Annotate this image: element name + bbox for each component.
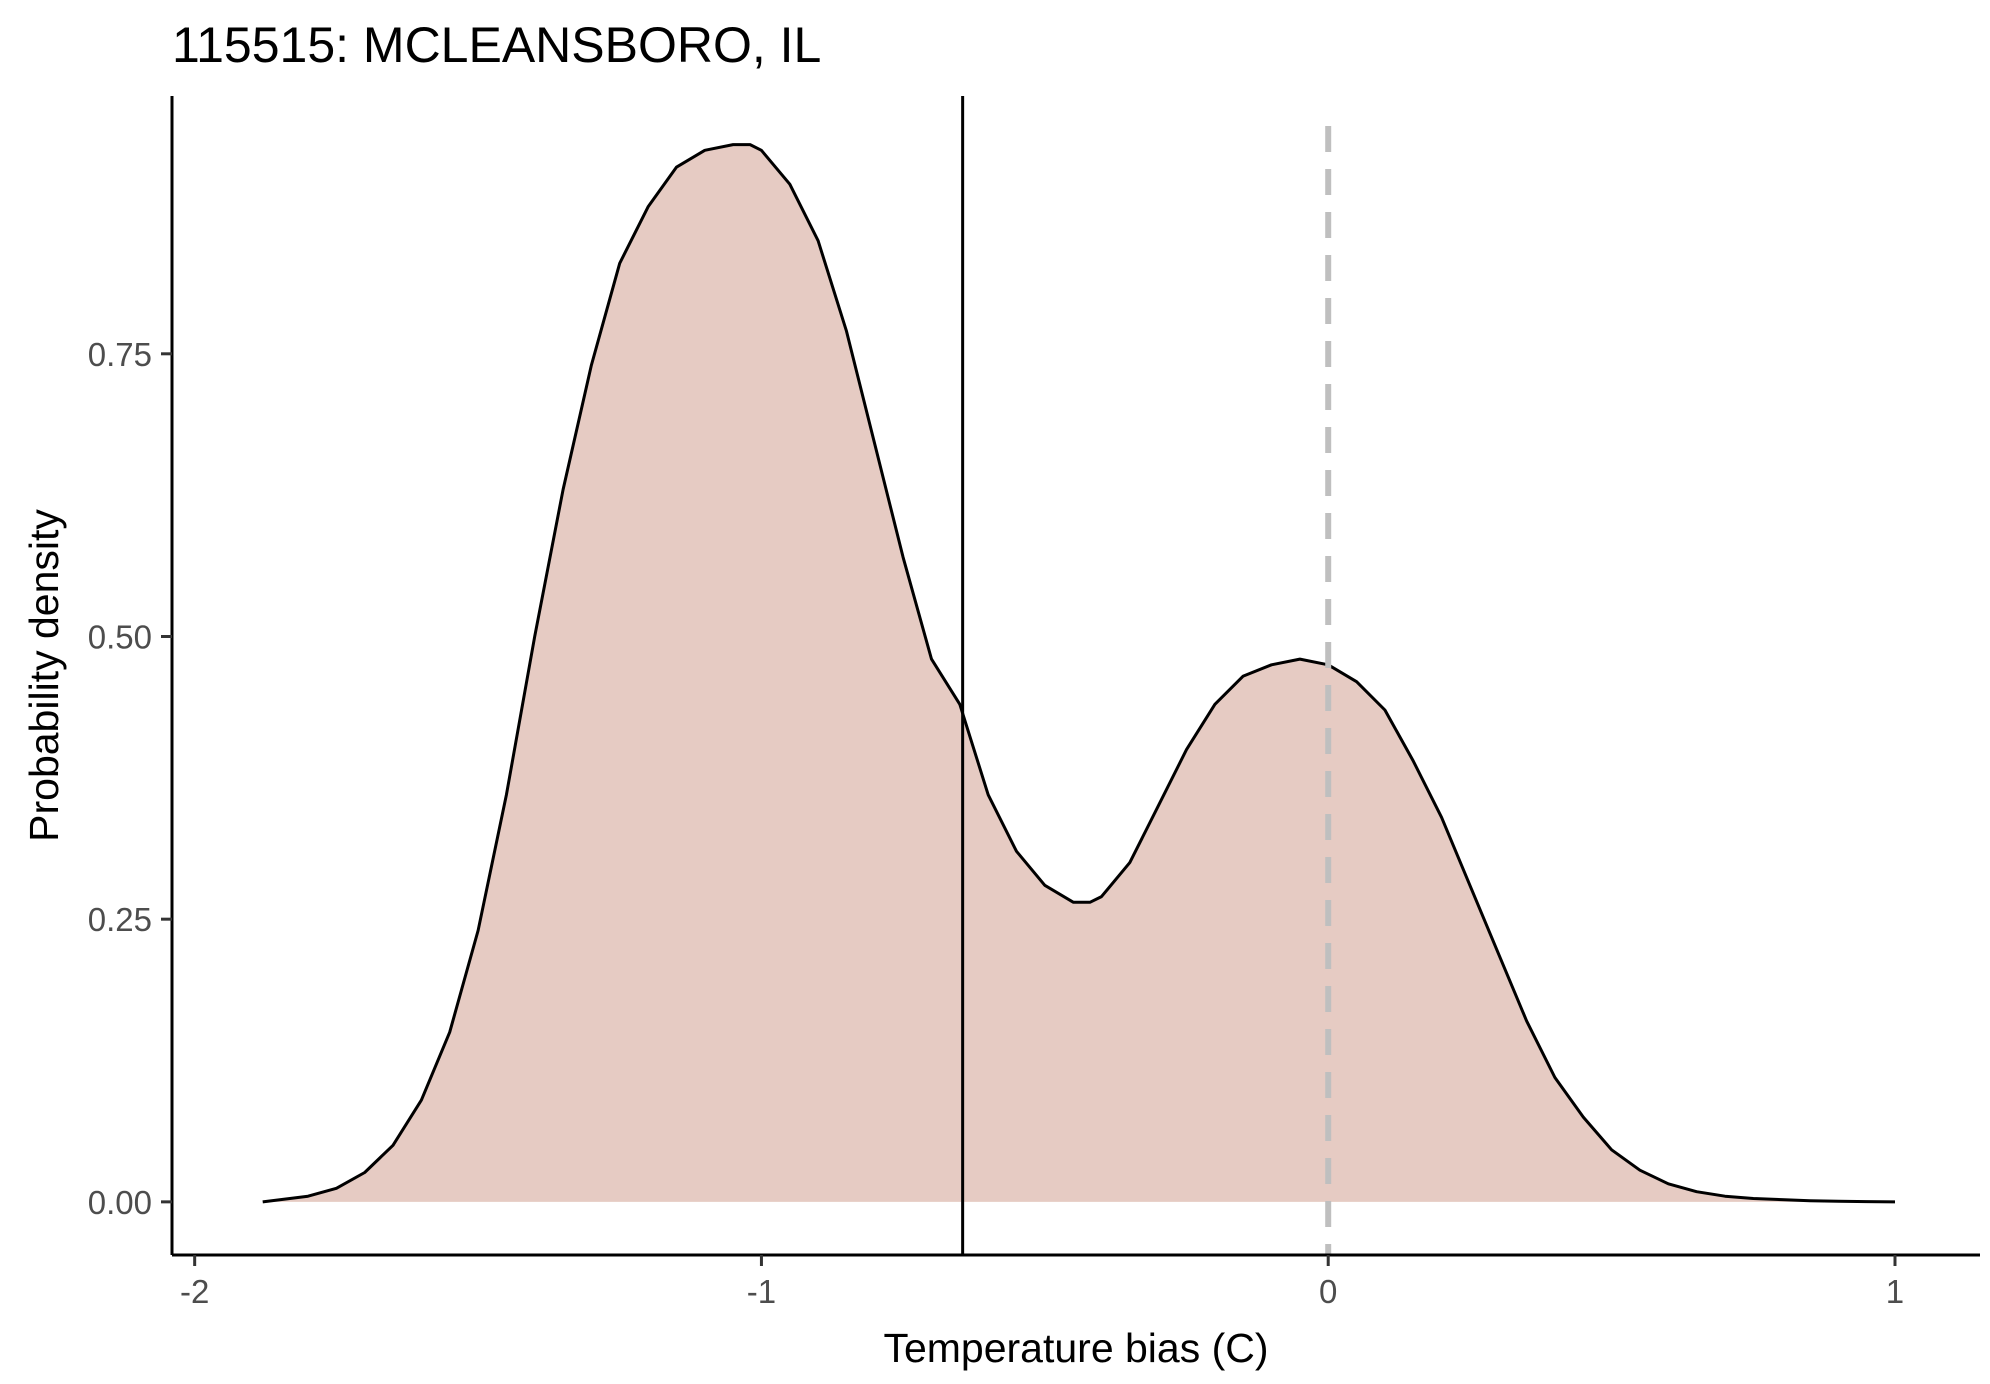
x-axis-ticks: -2 -1 0 1	[180, 1255, 1904, 1310]
y-tick-label: 0.75	[88, 336, 152, 373]
density-area-fill	[262, 144, 1896, 1202]
y-tick-label: 0.50	[88, 618, 152, 655]
x-tick-label: -2	[180, 1273, 209, 1310]
y-axis-ticks: 0.00 0.25 0.50 0.75	[88, 336, 172, 1221]
x-axis-title: Temperature bias (C)	[883, 1325, 1268, 1371]
chart-title: 115515: MCLEANSBORO, IL	[172, 17, 821, 73]
y-tick-label: 0.25	[88, 901, 152, 938]
x-tick-label: 0	[1319, 1273, 1337, 1310]
x-tick-label: -1	[747, 1273, 776, 1310]
x-tick-label: 1	[1886, 1273, 1904, 1310]
y-axis-title: Probability density	[21, 509, 67, 842]
plot-area	[262, 96, 1896, 1255]
y-tick-label: 0.00	[88, 1184, 152, 1221]
density-curve	[262, 143, 1896, 1204]
